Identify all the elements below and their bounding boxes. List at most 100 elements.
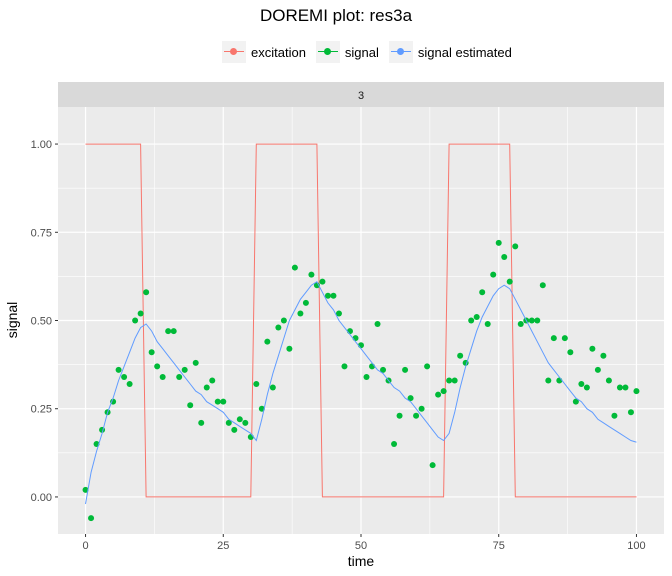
data-point-signal — [275, 324, 282, 331]
data-point-signal — [402, 366, 409, 373]
data-point-signal — [484, 321, 491, 328]
x-tick-label: 75 — [493, 540, 505, 552]
data-point-signal — [479, 289, 486, 296]
data-point-signal — [154, 363, 161, 370]
data-point-signal — [82, 486, 89, 493]
data-point-signal — [346, 328, 353, 335]
data-point-signal — [203, 384, 210, 391]
data-point-signal — [269, 384, 276, 391]
data-point-signal — [159, 373, 166, 380]
data-point-signal — [506, 278, 513, 285]
legend-label-signal: signal — [344, 44, 379, 60]
data-point-signal — [291, 264, 298, 271]
data-point-signal — [616, 384, 623, 391]
data-point-signal — [192, 359, 199, 366]
data-point-signal — [176, 373, 183, 380]
data-point-signal — [369, 363, 376, 370]
y-axis-title: signal — [4, 302, 20, 339]
data-point-signal — [407, 395, 414, 402]
data-point-signal — [380, 366, 387, 373]
data-point-signal — [622, 384, 629, 391]
data-point-signal — [88, 515, 95, 522]
data-point-signal — [490, 271, 497, 278]
data-point-signal — [605, 377, 612, 384]
data-point-signal — [137, 310, 144, 317]
data-point-signal — [545, 377, 552, 384]
series-line-excitation — [85, 143, 637, 498]
legend-item-excitation: excitation — [222, 41, 306, 63]
data-point-signal — [534, 317, 541, 324]
x-axis-title: time — [348, 553, 375, 569]
data-point-signal — [627, 409, 634, 416]
facet-strip — [58, 82, 664, 107]
data-point-signal — [633, 388, 640, 395]
data-point-signal — [341, 363, 348, 370]
data-point-signal — [330, 292, 337, 299]
data-point-signal — [550, 335, 557, 342]
data-point-signal — [286, 345, 293, 352]
y-tick-label: 0.75 — [31, 227, 52, 239]
data-point-signal — [396, 412, 403, 419]
data-point-signal — [264, 338, 271, 345]
data-point-signal — [446, 377, 453, 384]
data-point-signal — [148, 349, 155, 356]
data-point-signal — [280, 317, 287, 324]
data-point-signal — [572, 398, 579, 405]
legend-item-signal: signal — [315, 41, 379, 63]
data-point-signal — [126, 381, 133, 388]
series-layer — [82, 143, 640, 522]
data-point-signal — [209, 377, 216, 384]
data-point-signal — [611, 412, 618, 419]
data-point-signal — [457, 352, 464, 359]
data-point-signal — [440, 388, 447, 395]
chart-legend: excitation signal signal estimated — [222, 40, 522, 64]
data-point-signal — [308, 271, 315, 278]
data-point-signal — [539, 282, 546, 289]
data-point-signal — [297, 310, 304, 317]
y-tick-label: 0.25 — [31, 404, 52, 416]
data-point-signal — [413, 412, 420, 419]
data-point-signal — [374, 321, 381, 328]
data-point-signal — [115, 366, 122, 373]
data-point-signal — [561, 335, 568, 342]
data-point-signal — [517, 321, 524, 328]
x-tick-label: 25 — [217, 540, 229, 552]
data-point-signal — [302, 299, 309, 306]
data-point-signal — [435, 391, 442, 398]
data-point-signal — [594, 366, 601, 373]
facet-strip-label: 3 — [358, 90, 364, 102]
data-point-signal — [236, 416, 243, 423]
chart-title: DOREMI plot: res3a — [259, 6, 413, 25]
data-point-signal — [495, 239, 502, 246]
data-point-signal — [121, 373, 128, 380]
data-point-signal — [214, 398, 221, 405]
data-point-signal — [363, 373, 370, 380]
data-point-signal — [501, 253, 508, 260]
y-tick-label: 0.00 — [31, 492, 52, 504]
data-point-signal — [567, 349, 574, 356]
data-point-signal — [424, 363, 431, 370]
data-point-signal — [198, 419, 205, 426]
data-point-signal — [429, 462, 436, 469]
legend-key-signal-estimated — [388, 41, 413, 63]
data-point-signal — [170, 328, 177, 335]
data-point-signal — [324, 292, 331, 299]
x-tick-label: 0 — [82, 540, 88, 552]
data-point-signal — [143, 289, 150, 296]
data-point-signal — [451, 377, 458, 384]
data-point-signal — [418, 405, 425, 412]
data-point-signal — [391, 441, 398, 448]
data-point-signal — [225, 419, 232, 426]
legend-key-signal — [315, 41, 340, 63]
legend-item-signal-estimated: signal estimated — [388, 41, 512, 63]
data-point-signal — [352, 335, 359, 342]
y-tick-label: 1.00 — [31, 139, 52, 151]
data-point-signal — [473, 313, 480, 320]
y-tick-label: 0.50 — [31, 316, 52, 328]
legend-label-excitation: excitation — [251, 44, 306, 60]
data-point-signal — [247, 433, 254, 440]
data-point-signal — [220, 398, 227, 405]
legend-label-signal-estimated: signal estimated — [417, 44, 512, 60]
data-point-signal — [253, 381, 260, 388]
